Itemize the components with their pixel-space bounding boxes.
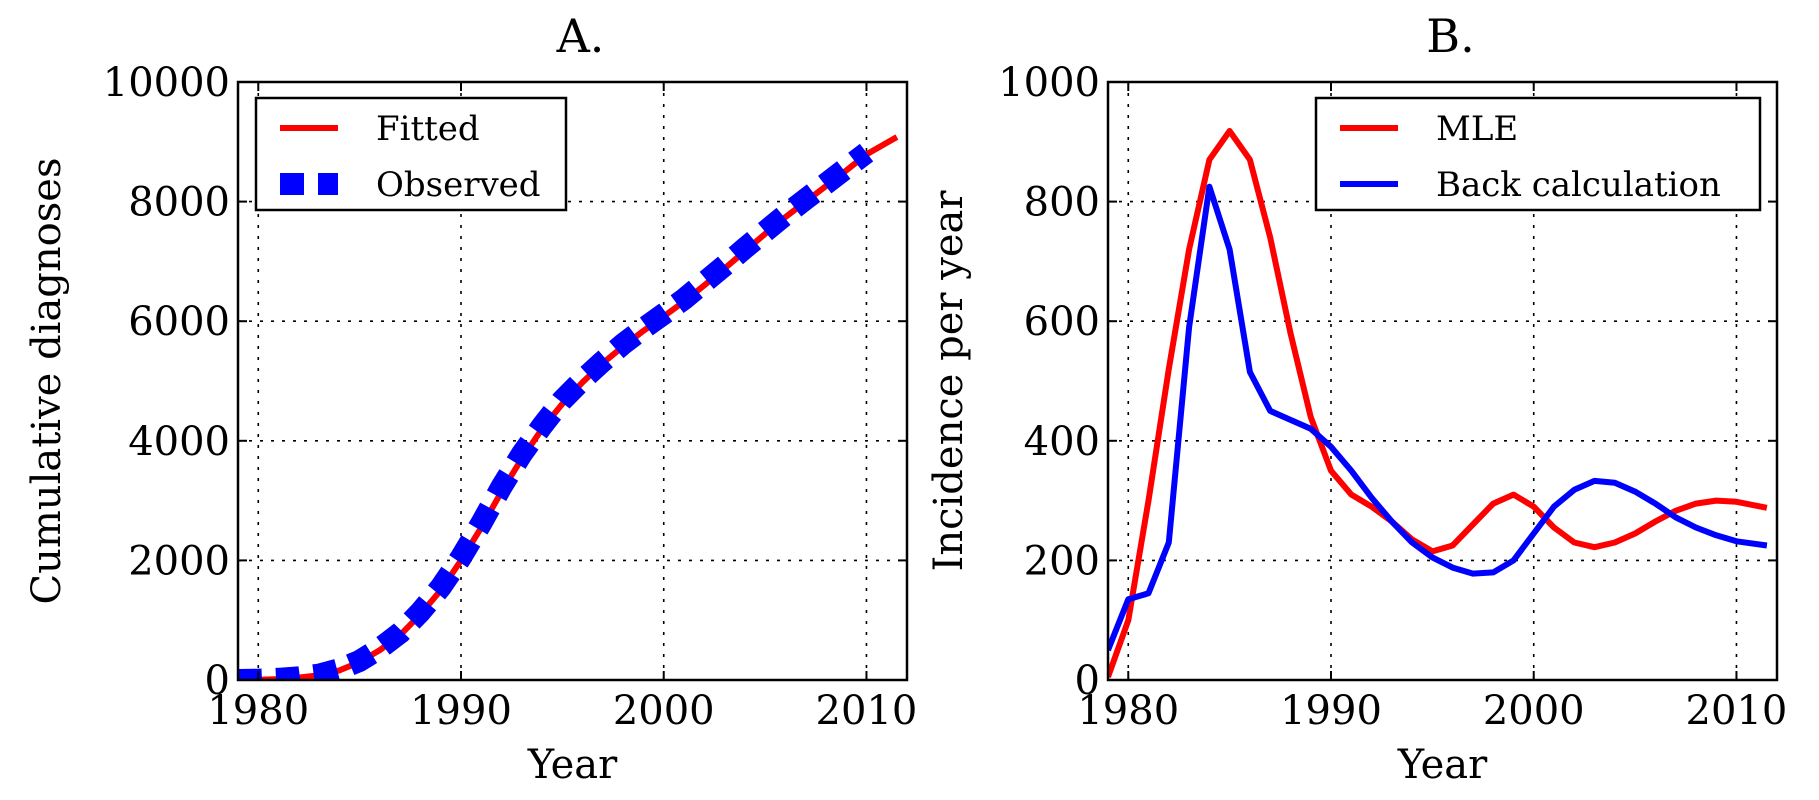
x-tick-label: 1980 (207, 688, 309, 734)
panel-a: 1980 1990 2000 2010 0 2000 4000 6000 8000 10000 A.… (24, 9, 917, 788)
series-line-fitted (238, 134, 899, 680)
x-tick-label: 2010 (816, 688, 918, 734)
series-group (238, 134, 899, 680)
y-tick-label: 0 (205, 658, 230, 704)
legend-label: Observed (376, 165, 541, 205)
plot-frame (236, 80, 909, 682)
series-line-mle (1108, 128, 1768, 679)
legend-label: Back calculation (1436, 165, 1721, 205)
legend-box (1314, 96, 1762, 212)
series-group (1108, 128, 1768, 679)
y-tick-label: 8000 (128, 180, 230, 226)
x-tick-label: 2010 (1686, 688, 1788, 734)
chart-title: B. (1426, 9, 1474, 63)
y-tick-label: 800 (1024, 180, 1100, 226)
y-axis-label: Incidence per year (926, 190, 972, 572)
chart-title: A. (556, 9, 605, 63)
y-tick-label: 2000 (128, 538, 230, 584)
x-tick-label: 1990 (1280, 688, 1382, 734)
x-axis-label: Year (1397, 742, 1488, 788)
legend-label: Fitted (376, 109, 480, 149)
y-axis-label: Cumulative diagnoses (24, 158, 70, 605)
x-tick-label: 1990 (410, 688, 512, 734)
y-tick-label: 4000 (128, 419, 230, 465)
legend-box (254, 96, 568, 212)
x-tick-label: 2000 (613, 688, 715, 734)
y-tick-label: 400 (1024, 419, 1100, 465)
x-tick-label: 1980 (1077, 688, 1179, 734)
y-tick-label: 200 (1024, 538, 1100, 584)
y-tick-label: 1000 (998, 60, 1100, 106)
x-tick-label: 2000 (1483, 688, 1585, 734)
x-axis-label: Year (527, 742, 618, 788)
legend-label: MLE (1436, 109, 1518, 149)
plot-frame (1106, 80, 1779, 682)
y-tick-label: 6000 (128, 299, 230, 345)
panel-b: 1980 1990 2000 2010 0 200 400 600 800 1000 B. Year I… (926, 9, 1787, 788)
series-line-back-calculation (1108, 183, 1768, 652)
y-tick-label: 0 (1075, 658, 1100, 704)
y-tick-label: 600 (1024, 299, 1100, 345)
y-tick-label: 10000 (103, 60, 230, 106)
series-line-observed (238, 143, 874, 680)
